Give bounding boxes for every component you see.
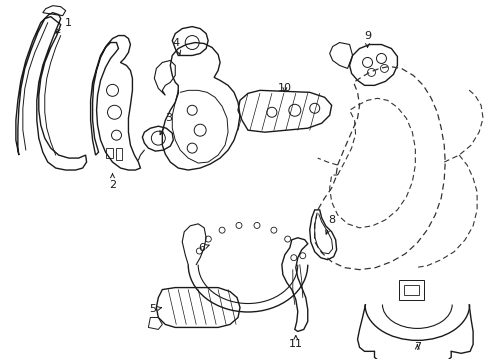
Text: 10: 10 — [277, 84, 291, 93]
Text: 8: 8 — [325, 215, 335, 234]
Text: 9: 9 — [363, 31, 370, 48]
Text: 2: 2 — [109, 174, 116, 190]
Text: 11: 11 — [288, 336, 302, 349]
Text: 5: 5 — [148, 305, 161, 315]
Text: 6: 6 — [198, 243, 209, 253]
Text: 7: 7 — [413, 342, 420, 352]
Text: 3: 3 — [160, 113, 171, 135]
Text: 4: 4 — [172, 37, 180, 54]
Text: 1: 1 — [56, 18, 72, 33]
